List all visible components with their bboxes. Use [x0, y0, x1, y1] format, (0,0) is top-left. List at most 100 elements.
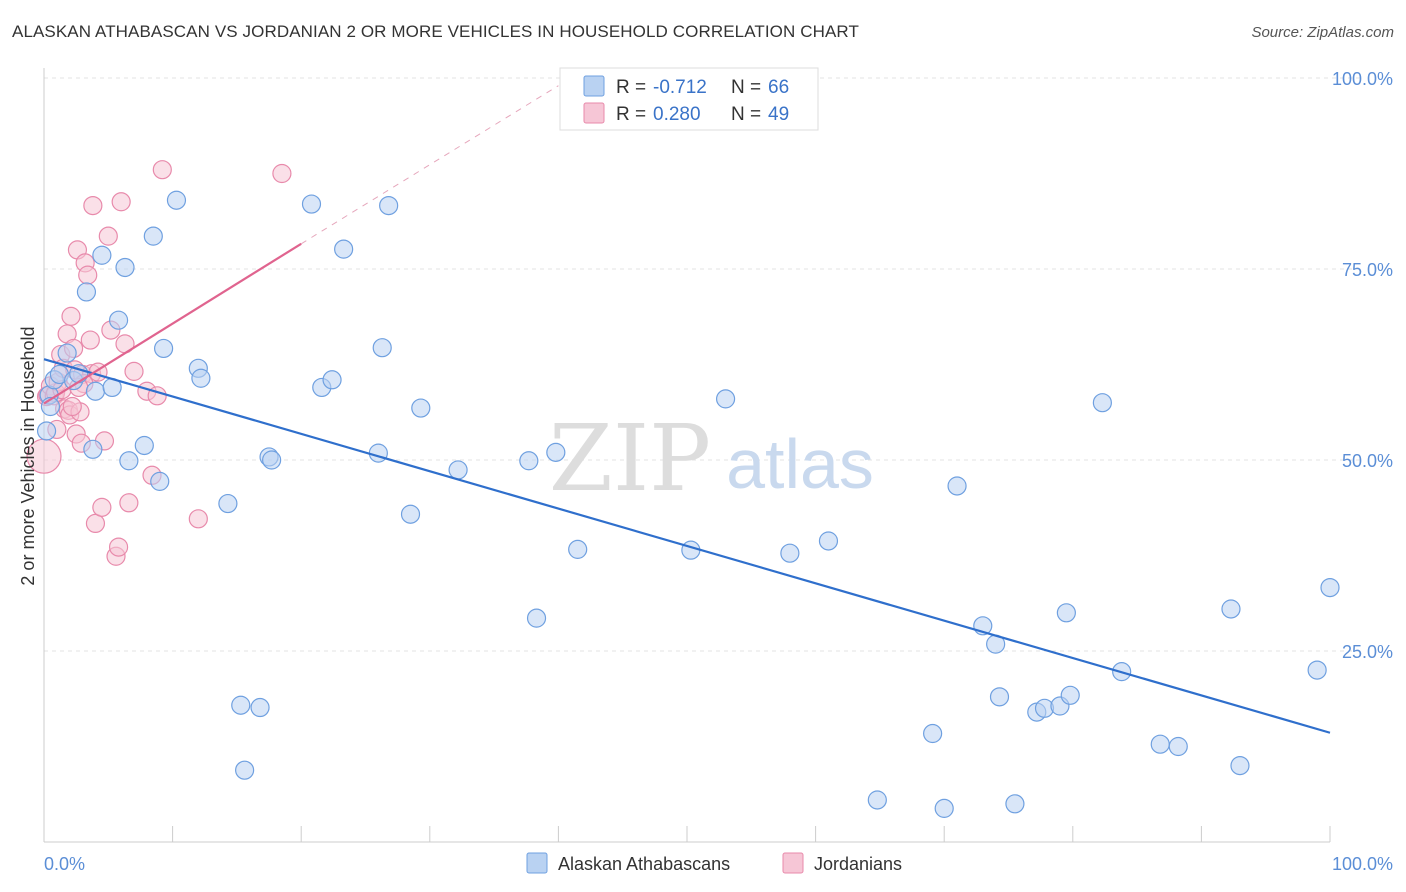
trend-line-jordanian — [43, 242, 302, 405]
data-points — [26, 160, 1340, 818]
point-athabascan-60 — [1092, 393, 1112, 413]
point-athabascan-22 — [191, 368, 211, 388]
legend-n-label-1: N = — [731, 77, 761, 98]
point-jordanian-37 — [124, 361, 144, 381]
legend-n-value-1: 66 — [768, 77, 789, 98]
legend-swatch-athabascan — [583, 75, 605, 97]
point-athabascan-20 — [166, 190, 187, 210]
point-athabascan-65 — [1230, 755, 1250, 776]
point-athabascan-35 — [379, 195, 399, 216]
point-athabascan-31 — [322, 370, 342, 390]
point-jordanian-25 — [83, 195, 103, 216]
point-athabascan-49 — [934, 798, 954, 818]
point-athabascan-19 — [153, 338, 174, 359]
point-athabascan-44 — [715, 389, 736, 409]
tick-labels: 25.0% 50.0% 75.0% 100.0% 0.0% 100.0% — [44, 69, 1393, 874]
point-athabascan-66 — [1307, 660, 1327, 680]
watermark-zip: ZIP — [549, 405, 711, 512]
legend-r-value-1: -0.712 — [653, 77, 707, 98]
point-athabascan-28 — [262, 450, 282, 470]
legend: R = -0.712 N = 66 R = 0.280 N = 49 — [559, 67, 819, 131]
point-jordanian-43 — [272, 163, 292, 184]
point-jordanian-22 — [78, 265, 98, 285]
legend-r-label-2: R = — [616, 104, 646, 125]
point-jordanian-46 — [62, 396, 82, 417]
point-jordanian-33 — [108, 537, 129, 557]
point-athabascan-50 — [947, 476, 967, 496]
point-athabascan-40 — [526, 608, 547, 628]
watermark-atlas: atlas — [726, 425, 874, 503]
point-jordanian-23 — [80, 330, 100, 350]
point-athabascan-24 — [231, 695, 251, 715]
trend-extension-jordanian — [300, 85, 559, 245]
source-label: Source: ZipAtlas.com — [1251, 24, 1394, 41]
point-athabascan-29 — [301, 194, 322, 214]
grid-lines — [44, 77, 1360, 652]
point-athabascan-38 — [448, 460, 468, 480]
legend-swatch-jordanian — [583, 102, 605, 124]
point-athabascan-64 — [1221, 599, 1241, 619]
series-label-athabascan: Alaskan Athabascans — [558, 854, 730, 874]
point-athabascan-46 — [818, 531, 839, 551]
point-athabascan-10 — [85, 381, 106, 401]
point-athabascan-41 — [546, 442, 566, 462]
point-jordanian-36 — [119, 493, 139, 513]
point-athabascan-48 — [923, 723, 943, 744]
point-athabascan-63 — [1168, 736, 1188, 757]
point-athabascan-16 — [134, 435, 154, 456]
point-athabascan-14 — [115, 257, 135, 278]
series-swatch-jordanian — [782, 852, 804, 874]
point-athabascan-25 — [235, 760, 255, 780]
chart-title: ALASKAN ATHABASCAN VS JORDANIAN 2 OR MOR… — [12, 22, 859, 41]
y-tick-label-0: 25.0% — [1342, 642, 1393, 662]
point-jordanian-26 — [85, 513, 106, 534]
y-tick-label-3: 100.0% — [1332, 69, 1393, 89]
point-athabascan-45 — [780, 543, 800, 563]
point-athabascan-39 — [519, 451, 539, 471]
legend-r-label-1: R = — [616, 77, 646, 98]
legend-r-value-2: 0.280 — [653, 104, 701, 125]
point-jordanian-41 — [152, 160, 172, 180]
point-athabascan-62 — [1150, 734, 1170, 754]
trend-lines — [43, 85, 1331, 734]
point-athabascan-32 — [334, 239, 354, 259]
point-athabascan-8 — [76, 282, 97, 302]
series-label-jordanian: Jordanians — [814, 854, 902, 874]
point-athabascan-15 — [119, 451, 139, 471]
point-jordanian-13 — [61, 306, 81, 326]
y-axis-label: 2 or more Vehicles in Household — [18, 326, 38, 585]
series-legend: Alaskan Athabascans Jordanians — [526, 852, 902, 874]
x-tick-label-1: 100.0% — [1332, 854, 1393, 874]
point-jordanian-28 — [92, 497, 112, 517]
point-athabascan-13 — [108, 310, 129, 330]
point-athabascan-58 — [1056, 603, 1076, 623]
point-jordanian-34 — [111, 192, 131, 212]
point-athabascan-0 — [36, 421, 57, 441]
point-athabascan-54 — [1005, 794, 1025, 814]
legend-n-value-2: 49 — [768, 104, 789, 125]
point-athabascan-43 — [681, 540, 701, 560]
series-swatch-athabascan — [526, 852, 548, 874]
y-tick-label-1: 50.0% — [1342, 451, 1393, 471]
point-athabascan-59 — [1060, 685, 1080, 705]
point-jordanian-42 — [188, 509, 208, 529]
point-athabascan-36 — [400, 504, 421, 524]
point-jordanian-30 — [98, 226, 118, 246]
point-athabascan-23 — [218, 493, 238, 514]
point-athabascan-47 — [867, 790, 887, 810]
point-athabascan-42 — [568, 539, 588, 559]
legend-n-label-2: N = — [731, 104, 761, 125]
point-athabascan-67 — [1320, 577, 1340, 598]
point-athabascan-37 — [411, 398, 431, 418]
point-athabascan-17 — [143, 226, 163, 246]
point-athabascan-33 — [368, 443, 388, 463]
point-athabascan-9 — [83, 439, 103, 459]
point-athabascan-5 — [57, 343, 77, 363]
x-tick-label-0: 0.0% — [44, 854, 85, 874]
trend-line-athabascan — [43, 358, 1331, 734]
point-athabascan-34 — [372, 338, 392, 358]
watermark: ZIP atlas — [549, 405, 874, 512]
point-athabascan-18 — [150, 471, 170, 491]
point-athabascan-26 — [250, 697, 270, 718]
